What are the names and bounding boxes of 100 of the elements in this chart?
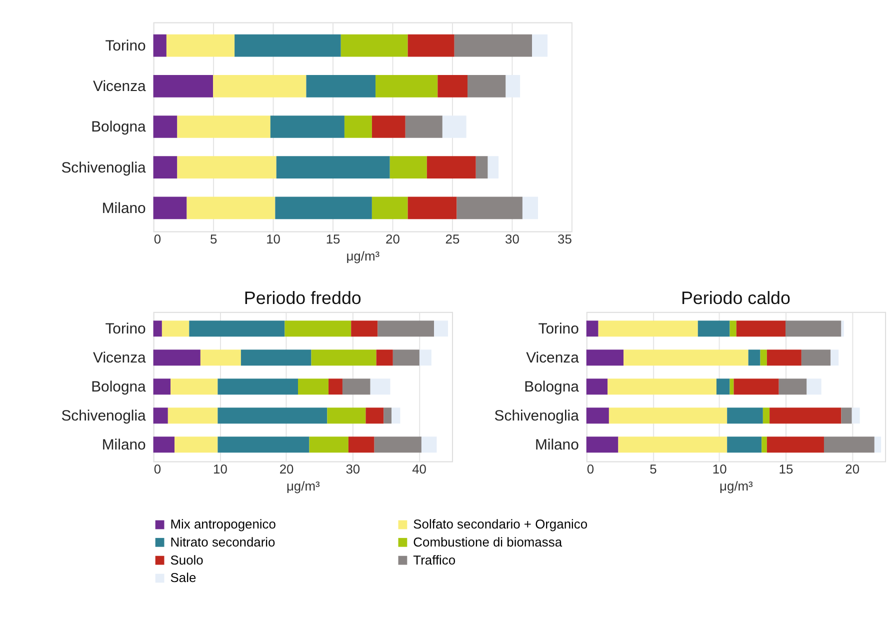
- bar: [351, 320, 378, 337]
- bar: [174, 436, 218, 453]
- bar: [218, 408, 328, 424]
- bar: [824, 436, 874, 453]
- bar: [760, 350, 767, 366]
- bar: [734, 378, 779, 395]
- bar: [785, 320, 842, 337]
- bar: [342, 378, 370, 395]
- bar: [586, 350, 624, 366]
- bar: [730, 320, 736, 337]
- x-axis-title: μg/m³: [720, 478, 754, 494]
- x-tick-label: 10: [212, 462, 228, 477]
- bar: [698, 320, 730, 337]
- bar: [766, 350, 802, 366]
- y-tick-label: Torino: [105, 320, 146, 338]
- bar: [770, 408, 842, 424]
- bar: [376, 350, 393, 366]
- x-tick-label: 35: [558, 232, 572, 247]
- legend-label: Mix antropogenico: [170, 516, 276, 532]
- x-tick-label: 5: [210, 232, 218, 247]
- chart-title: Periodo freddo: [244, 288, 362, 308]
- bar: [727, 436, 762, 453]
- bar: [598, 320, 698, 337]
- bar: [762, 408, 770, 424]
- y-tick-label: Schivenoglia: [61, 408, 147, 425]
- bar: [348, 436, 374, 453]
- x-tick-label: 25: [445, 232, 460, 247]
- x-tick-label: 20: [279, 462, 294, 477]
- x-tick-label: 15: [778, 462, 794, 477]
- bar: [762, 436, 767, 453]
- x-axis-title: μg/m³: [346, 248, 380, 264]
- bar: [736, 320, 786, 337]
- bar: [374, 436, 422, 453]
- bar: [586, 378, 608, 395]
- bar: [168, 408, 218, 424]
- bar: [366, 408, 384, 424]
- bar: [218, 378, 298, 395]
- legend-label: Sale: [170, 570, 196, 586]
- bar: [624, 350, 748, 366]
- bar: [153, 350, 200, 366]
- bar: [162, 320, 190, 337]
- bar: [370, 378, 390, 395]
- y-tick-label: Torino: [105, 38, 146, 55]
- x-tick-label: 10: [266, 232, 280, 247]
- x-tick-label: 0: [586, 462, 594, 477]
- x-tick-label: 0: [154, 232, 162, 247]
- bar: [328, 378, 342, 395]
- bar: [618, 436, 728, 453]
- y-tick-label: Vicenza: [526, 350, 580, 367]
- x-axis-title: μg/m³: [286, 478, 320, 494]
- y-tick-label: Vicenza: [93, 350, 147, 367]
- bar: [392, 350, 420, 366]
- bar: [730, 378, 734, 395]
- legend-label: Nitrato secondario: [170, 534, 276, 550]
- x-tick-label: 40: [412, 462, 426, 477]
- x-tick-label: 15: [326, 232, 340, 247]
- bar: [716, 378, 730, 395]
- bar: [608, 408, 728, 424]
- legend-label: Traffico: [413, 552, 456, 568]
- legend-label: Solfato secondario + Organico: [413, 516, 588, 532]
- chart-title: Periodo caldo: [680, 288, 790, 308]
- bar: [434, 320, 448, 337]
- bar: [608, 378, 716, 395]
- y-tick-label: Schivenoglia: [61, 159, 147, 176]
- bar: [200, 350, 241, 366]
- bar: [830, 350, 839, 366]
- y-tick-label: Milano: [102, 200, 146, 217]
- x-tick-label: 10: [712, 462, 727, 477]
- bar: [284, 320, 352, 337]
- bar: [778, 378, 807, 395]
- x-tick-label: 20: [386, 232, 400, 247]
- y-tick-label: Bologna: [524, 378, 580, 396]
- bar: [153, 320, 162, 337]
- y-tick-label: Bologna: [91, 378, 147, 396]
- x-tick-label: 5: [650, 462, 657, 477]
- y-tick-label: Torino: [538, 320, 579, 338]
- y-tick-label: Vicenza: [93, 78, 147, 96]
- bar: [218, 436, 310, 453]
- bar: [153, 408, 168, 424]
- bar: [586, 408, 609, 424]
- bar: [189, 320, 285, 337]
- bar: [421, 436, 437, 453]
- y-tick-label: Schivenoglia: [494, 408, 580, 425]
- bar: [852, 408, 860, 424]
- bar: [327, 408, 366, 424]
- bar: [586, 320, 598, 337]
- bar: [841, 320, 844, 337]
- bar: [766, 436, 824, 453]
- bar: [309, 436, 348, 453]
- bar: [298, 378, 329, 395]
- bar: [311, 350, 376, 366]
- bar: [419, 350, 432, 366]
- bar: [153, 436, 175, 453]
- legend-label: Combustione di biomassa: [413, 534, 563, 550]
- y-tick-label: Milano: [534, 436, 579, 454]
- x-tick-label: 20: [845, 462, 860, 477]
- bar: [153, 378, 171, 395]
- x-tick-label: 30: [505, 232, 520, 247]
- bar: [170, 378, 218, 395]
- bar: [874, 436, 882, 453]
